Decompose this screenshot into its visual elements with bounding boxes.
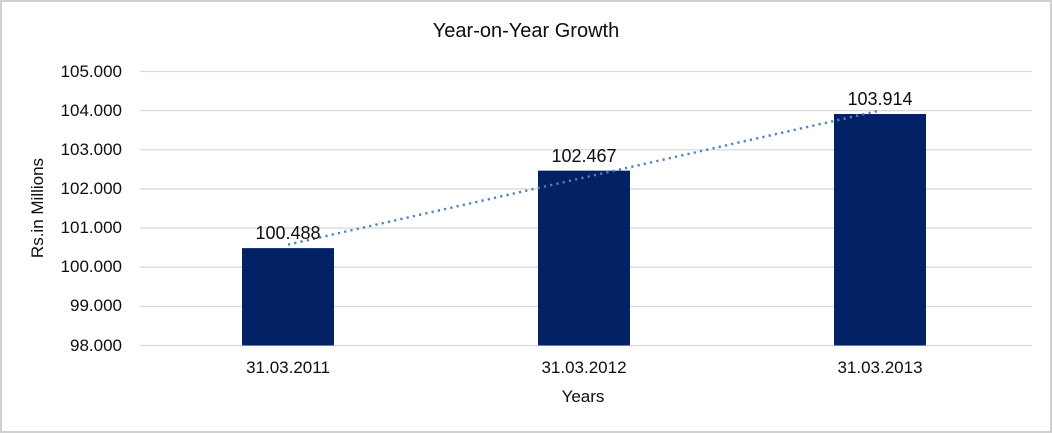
data-label: 102.467 [551, 145, 617, 166]
y-tick-label: 105.000 [60, 61, 122, 81]
trendline [287, 109, 881, 246]
y-tick-label: 100.000 [60, 257, 122, 277]
x-category-label: 31.03.2011 [246, 358, 330, 377]
y-tick-label: 103.000 [60, 139, 122, 159]
bar-31.03.2011 [242, 248, 334, 346]
y-tick-label: 101.000 [60, 218, 122, 238]
x-category-label: 31.03.2013 [837, 358, 923, 377]
chart-title: Year-on-Year Growth [432, 20, 620, 42]
data-label: 100.488 [255, 223, 321, 244]
bar-31.03.2012 [538, 170, 630, 346]
y-tick-label: 98.000 [70, 335, 122, 355]
bar-31.03.2013 [834, 114, 926, 346]
y-tick-label: 102.000 [60, 178, 122, 198]
x-axis-title: Years [561, 387, 605, 406]
data-label: 103.914 [847, 89, 913, 109]
y-tick-label: 104.000 [60, 100, 122, 120]
x-category-label: 31.03.2012 [541, 358, 627, 377]
y-tick-label: 99.000 [70, 296, 122, 316]
